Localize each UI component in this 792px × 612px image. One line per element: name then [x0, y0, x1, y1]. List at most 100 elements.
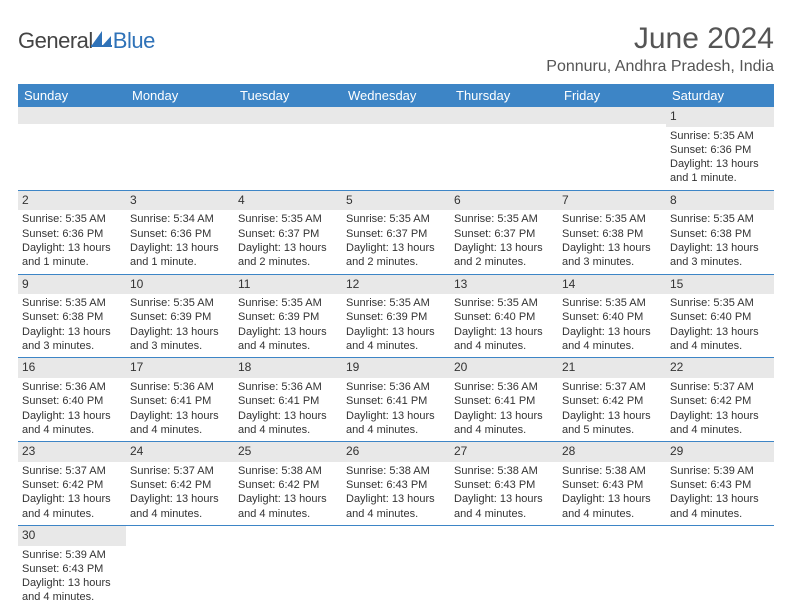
- detail-line: Sunrise: 5:35 AM: [22, 212, 122, 226]
- detail-line: Daylight: 13 hours and 4 minutes.: [238, 409, 338, 438]
- detail-line: Daylight: 13 hours and 4 minutes.: [346, 409, 446, 438]
- calendar-cell: 9Sunrise: 5:35 AMSunset: 6:38 PMDaylight…: [18, 274, 126, 358]
- detail-line: Sunrise: 5:35 AM: [346, 212, 446, 226]
- calendar-row: 9Sunrise: 5:35 AMSunset: 6:38 PMDaylight…: [18, 274, 774, 358]
- day-number: 26: [342, 442, 450, 462]
- detail-line: Sunrise: 5:35 AM: [562, 212, 662, 226]
- calendar-row: 30Sunrise: 5:39 AMSunset: 6:43 PMDayligh…: [18, 525, 774, 608]
- day-number: 10: [126, 275, 234, 295]
- calendar-cell: 1Sunrise: 5:35 AMSunset: 6:36 PMDaylight…: [666, 107, 774, 190]
- detail-line: Sunrise: 5:36 AM: [454, 380, 554, 394]
- day-details: Sunrise: 5:35 AMSunset: 6:39 PMDaylight:…: [126, 294, 234, 357]
- calendar-cell: [450, 525, 558, 608]
- detail-line: Sunset: 6:38 PM: [670, 227, 770, 241]
- calendar-cell: 29Sunrise: 5:39 AMSunset: 6:43 PMDayligh…: [666, 442, 774, 526]
- day-number: 7: [558, 191, 666, 211]
- detail-line: Sunrise: 5:39 AM: [670, 464, 770, 478]
- day-details: Sunrise: 5:39 AMSunset: 6:43 PMDaylight:…: [666, 462, 774, 525]
- detail-line: Sunset: 6:42 PM: [238, 478, 338, 492]
- day-number: 28: [558, 442, 666, 462]
- brand-text-b: Blue: [113, 28, 155, 54]
- day-number: 21: [558, 358, 666, 378]
- detail-line: Daylight: 13 hours and 4 minutes.: [562, 492, 662, 521]
- calendar-cell: [666, 525, 774, 608]
- day-details: Sunrise: 5:36 AMSunset: 6:41 PMDaylight:…: [234, 378, 342, 441]
- detail-line: Sunrise: 5:35 AM: [454, 212, 554, 226]
- page-title: June 2024: [546, 22, 774, 56]
- day-details: Sunrise: 5:35 AMSunset: 6:39 PMDaylight:…: [234, 294, 342, 357]
- detail-line: Sunset: 6:43 PM: [562, 478, 662, 492]
- calendar-cell: [558, 525, 666, 608]
- day-number: 2: [18, 191, 126, 211]
- day-number: 15: [666, 275, 774, 295]
- detail-line: Sunset: 6:39 PM: [346, 310, 446, 324]
- calendar-cell: 12Sunrise: 5:35 AMSunset: 6:39 PMDayligh…: [342, 274, 450, 358]
- detail-line: Sunset: 6:42 PM: [22, 478, 122, 492]
- detail-line: Daylight: 13 hours and 4 minutes.: [454, 409, 554, 438]
- detail-line: Sunset: 6:42 PM: [562, 394, 662, 408]
- brand-text-a: General: [18, 28, 93, 54]
- detail-line: Sunrise: 5:37 AM: [130, 464, 230, 478]
- day-number: [558, 107, 666, 124]
- day-details: Sunrise: 5:35 AMSunset: 6:36 PMDaylight:…: [666, 127, 774, 190]
- day-details: Sunrise: 5:35 AMSunset: 6:40 PMDaylight:…: [450, 294, 558, 357]
- day-details: Sunrise: 5:36 AMSunset: 6:41 PMDaylight:…: [450, 378, 558, 441]
- calendar-cell: 30Sunrise: 5:39 AMSunset: 6:43 PMDayligh…: [18, 525, 126, 608]
- day-number: 23: [18, 442, 126, 462]
- detail-line: Daylight: 13 hours and 4 minutes.: [130, 492, 230, 521]
- detail-line: Daylight: 13 hours and 4 minutes.: [22, 409, 122, 438]
- day-details: Sunrise: 5:38 AMSunset: 6:43 PMDaylight:…: [342, 462, 450, 525]
- day-number: 25: [234, 442, 342, 462]
- calendar-cell: 2Sunrise: 5:35 AMSunset: 6:36 PMDaylight…: [18, 190, 126, 274]
- detail-line: Sunset: 6:42 PM: [130, 478, 230, 492]
- day-details: Sunrise: 5:38 AMSunset: 6:42 PMDaylight:…: [234, 462, 342, 525]
- detail-line: Sunset: 6:40 PM: [454, 310, 554, 324]
- day-number: 18: [234, 358, 342, 378]
- day-details: Sunrise: 5:37 AMSunset: 6:42 PMDaylight:…: [666, 378, 774, 441]
- detail-line: Daylight: 13 hours and 3 minutes.: [130, 325, 230, 354]
- calendar-row: 1Sunrise: 5:35 AMSunset: 6:36 PMDaylight…: [18, 107, 774, 190]
- day-details: Sunrise: 5:36 AMSunset: 6:41 PMDaylight:…: [342, 378, 450, 441]
- detail-line: Sunset: 6:37 PM: [238, 227, 338, 241]
- calendar-row: 16Sunrise: 5:36 AMSunset: 6:40 PMDayligh…: [18, 358, 774, 442]
- detail-line: Sunrise: 5:35 AM: [346, 296, 446, 310]
- day-details: [234, 124, 342, 179]
- day-number: 5: [342, 191, 450, 211]
- weekday-header: Thursday: [450, 84, 558, 107]
- day-number: 22: [666, 358, 774, 378]
- calendar-cell: 15Sunrise: 5:35 AMSunset: 6:40 PMDayligh…: [666, 274, 774, 358]
- day-details: Sunrise: 5:37 AMSunset: 6:42 PMDaylight:…: [18, 462, 126, 525]
- detail-line: Sunset: 6:40 PM: [670, 310, 770, 324]
- day-details: Sunrise: 5:35 AMSunset: 6:38 PMDaylight:…: [18, 294, 126, 357]
- day-details: [450, 124, 558, 179]
- detail-line: Sunrise: 5:36 AM: [130, 380, 230, 394]
- day-number: 24: [126, 442, 234, 462]
- calendar-cell: 14Sunrise: 5:35 AMSunset: 6:40 PMDayligh…: [558, 274, 666, 358]
- calendar-cell: 21Sunrise: 5:37 AMSunset: 6:42 PMDayligh…: [558, 358, 666, 442]
- calendar-cell: [126, 525, 234, 608]
- calendar-cell: 28Sunrise: 5:38 AMSunset: 6:43 PMDayligh…: [558, 442, 666, 526]
- detail-line: Daylight: 13 hours and 3 minutes.: [22, 325, 122, 354]
- detail-line: Sunset: 6:38 PM: [22, 310, 122, 324]
- day-number: 19: [342, 358, 450, 378]
- detail-line: Daylight: 13 hours and 4 minutes.: [562, 325, 662, 354]
- detail-line: Sunrise: 5:38 AM: [346, 464, 446, 478]
- detail-line: Sunrise: 5:35 AM: [670, 212, 770, 226]
- day-details: Sunrise: 5:35 AMSunset: 6:38 PMDaylight:…: [666, 210, 774, 273]
- calendar-cell: [450, 107, 558, 190]
- calendar-cell: 11Sunrise: 5:35 AMSunset: 6:39 PMDayligh…: [234, 274, 342, 358]
- calendar-cell: 27Sunrise: 5:38 AMSunset: 6:43 PMDayligh…: [450, 442, 558, 526]
- day-details: Sunrise: 5:35 AMSunset: 6:40 PMDaylight:…: [666, 294, 774, 357]
- day-details: Sunrise: 5:35 AMSunset: 6:37 PMDaylight:…: [450, 210, 558, 273]
- calendar-cell: 19Sunrise: 5:36 AMSunset: 6:41 PMDayligh…: [342, 358, 450, 442]
- weekday-header: Saturday: [666, 84, 774, 107]
- detail-line: Sunset: 6:42 PM: [670, 394, 770, 408]
- calendar-cell: [342, 525, 450, 608]
- detail-line: Sunrise: 5:35 AM: [238, 212, 338, 226]
- detail-line: Daylight: 13 hours and 4 minutes.: [454, 325, 554, 354]
- day-number: 6: [450, 191, 558, 211]
- weekday-header: Sunday: [18, 84, 126, 107]
- weekday-header: Tuesday: [234, 84, 342, 107]
- day-details: [558, 124, 666, 179]
- calendar-cell: 13Sunrise: 5:35 AMSunset: 6:40 PMDayligh…: [450, 274, 558, 358]
